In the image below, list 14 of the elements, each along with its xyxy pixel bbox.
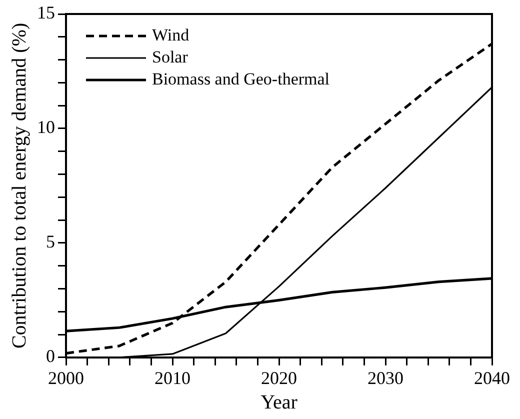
y-tick-label: 10 <box>37 117 55 138</box>
y-tick-label: 5 <box>46 232 55 252</box>
x-tick-label: 2000 <box>48 368 84 388</box>
y-axis-title: Contribution to total energy demand (%) <box>8 22 30 349</box>
legend-label: Solar <box>152 47 188 66</box>
x-tick-label: 2020 <box>261 368 297 388</box>
y-tick-label: 15 <box>37 2 55 23</box>
legend-label: Biomass and Geo-thermal <box>152 69 330 88</box>
x-tick-label: 2030 <box>368 368 404 388</box>
y-tick-label: 0 <box>46 346 55 366</box>
x-tick-label: 2010 <box>154 368 190 388</box>
x-tick-label: 2040 <box>474 368 510 388</box>
x-axis-title: Year <box>260 391 298 414</box>
legend-label: Wind <box>152 25 190 44</box>
